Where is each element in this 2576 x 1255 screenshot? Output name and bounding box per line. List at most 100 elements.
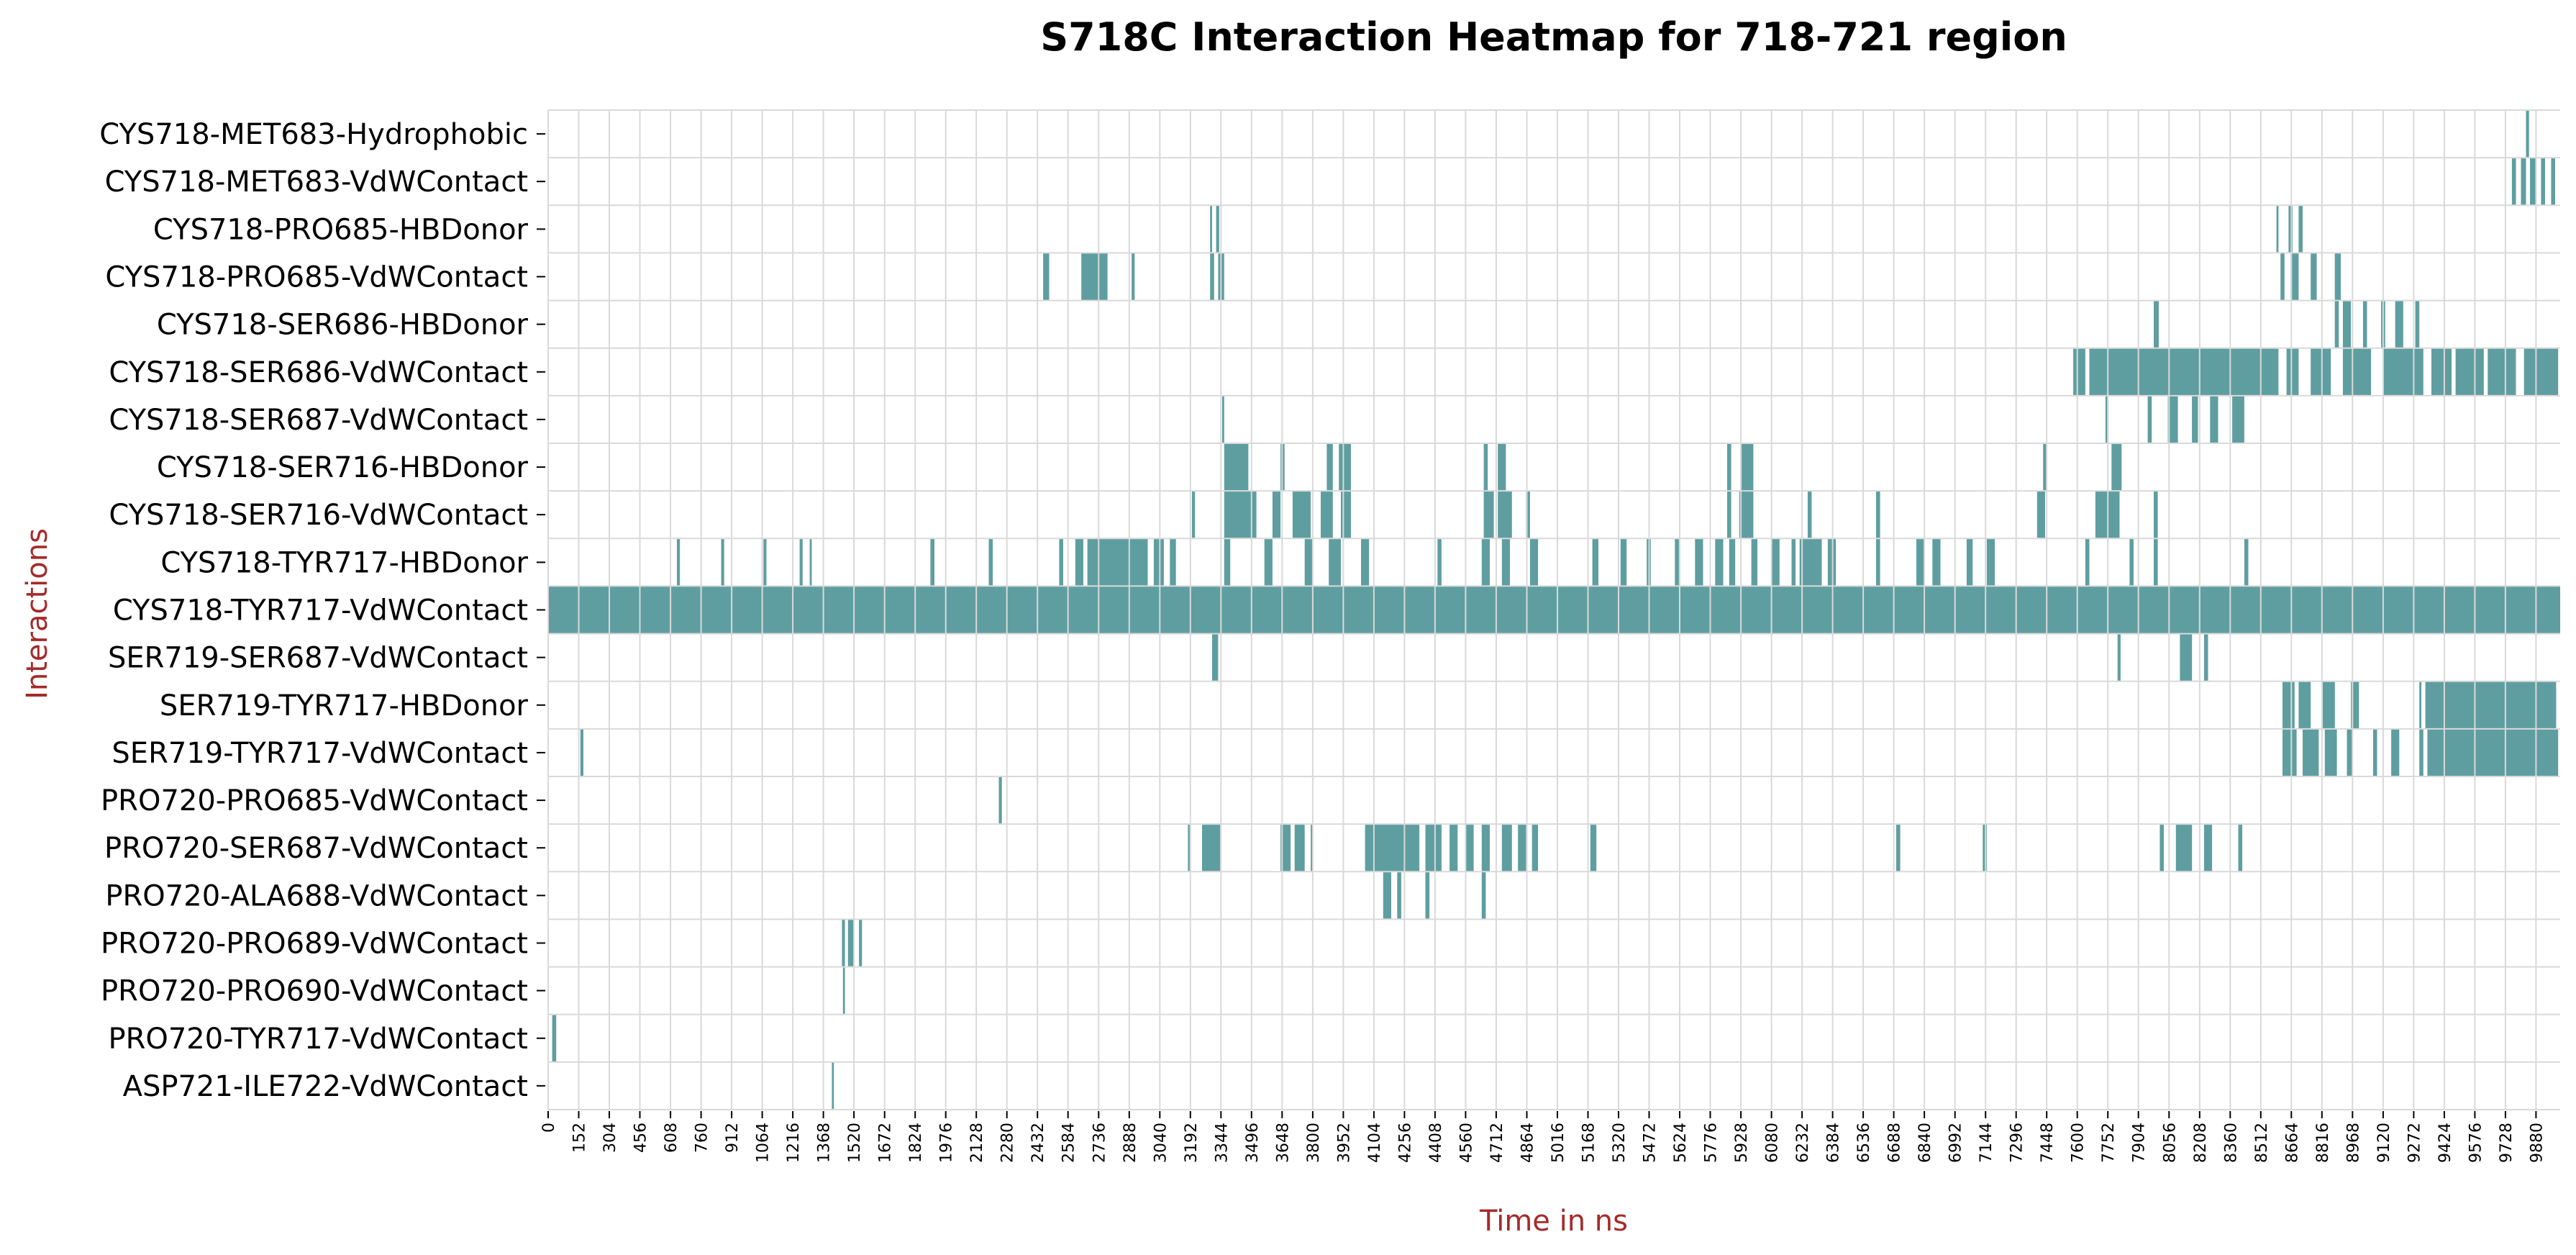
x-axis-label: Time in ns xyxy=(1479,1205,1628,1238)
heatmap-cell xyxy=(1807,491,1812,539)
heatmap-cell xyxy=(1695,538,1703,586)
x-tick-label: 4560 xyxy=(1457,1123,1475,1163)
heatmap-cell xyxy=(1501,538,1510,586)
heatmap-cell xyxy=(1216,205,1219,253)
heatmap-cell xyxy=(548,586,2560,634)
heatmap-cell xyxy=(2303,728,2319,776)
heatmap-cell xyxy=(1292,491,1311,539)
heatmap-cell xyxy=(1966,538,1973,586)
heatmap-cell xyxy=(1715,538,1724,586)
heatmap-cell xyxy=(1087,538,1148,586)
heatmap-cell xyxy=(1425,824,1442,872)
heatmap-cell xyxy=(1590,824,1597,872)
heatmap-cell xyxy=(1212,633,1219,681)
x-tick-label: 304 xyxy=(601,1123,619,1153)
chart-title: S718C Interaction Heatmap for 718-721 re… xyxy=(1040,14,2067,60)
heatmap-cell xyxy=(988,538,993,586)
heatmap-cell xyxy=(2427,728,2559,776)
x-tick-labels: 0 152 304 456 608 760 912 1064 1216 1368 1520 1672 1… xyxy=(540,1111,2546,1163)
heatmap-cell xyxy=(1986,538,1995,586)
heatmap-cell xyxy=(998,776,1002,825)
heatmap-cell xyxy=(1729,538,1736,586)
heatmap-cell xyxy=(2159,824,2164,872)
y-tick-labels: CYS718-MET683-Hydrophobic CYS718-MET683-V… xyxy=(99,118,545,1103)
heatmap-cell xyxy=(1043,253,1050,301)
heatmap-cell xyxy=(2382,348,2423,396)
heatmap-cell xyxy=(2391,728,2400,776)
heatmap-cell xyxy=(1727,491,1731,539)
heatmap-cell xyxy=(1202,824,1221,872)
x-tick-label: 4256 xyxy=(1396,1123,1414,1163)
heatmap-cell xyxy=(2511,158,2516,206)
heatmap-cell xyxy=(1170,538,1176,586)
x-tick-label: 7296 xyxy=(2008,1123,2026,1163)
x-tick-label: 7752 xyxy=(2100,1123,2118,1163)
heatmap-cell xyxy=(2288,205,2293,253)
heatmap-cell xyxy=(1532,824,1539,872)
heatmap-cell xyxy=(1280,824,1291,872)
heatmap-cell xyxy=(1799,538,1822,586)
heatmap-cell xyxy=(1932,538,1941,586)
x-tick-label: 1976 xyxy=(938,1123,956,1163)
heatmap-cell xyxy=(2298,681,2311,729)
heatmap-cell xyxy=(1498,491,1512,539)
heatmap-cell xyxy=(2244,538,2249,586)
row-label: CYS718-SER687-VdWContact xyxy=(109,404,528,437)
x-tick-label: 5016 xyxy=(1549,1123,1567,1163)
heatmap-cell xyxy=(2105,395,2109,443)
heatmap-cell xyxy=(2175,824,2193,872)
x-tick-label: 8056 xyxy=(2161,1123,2179,1163)
x-tick-label: 1520 xyxy=(846,1123,864,1163)
heatmap-cell xyxy=(1264,538,1273,586)
heatmap-cell xyxy=(1329,538,1341,586)
heatmap-cell xyxy=(677,538,681,586)
x-tick-label: 6992 xyxy=(1947,1123,1965,1163)
heatmap-cell xyxy=(2167,395,2178,443)
heatmap-cell xyxy=(2154,491,2158,539)
heatmap-cell xyxy=(2419,681,2421,729)
x-tick-label: 2736 xyxy=(1091,1123,1109,1163)
x-tick-label: 912 xyxy=(724,1123,742,1153)
heatmap-cell xyxy=(2147,395,2152,443)
heatmap-cell xyxy=(1771,538,1780,586)
row-label: CYS718-PRO685-VdWContact xyxy=(105,261,528,294)
x-tick-label: 2432 xyxy=(1029,1123,1047,1163)
row-label: CYS718-MET683-VdWContact xyxy=(105,166,528,199)
x-tick-label: 152 xyxy=(571,1123,589,1153)
heatmap-cell xyxy=(2203,633,2208,681)
heatmap-cell xyxy=(2415,300,2420,348)
x-tick-label: 0 xyxy=(540,1123,558,1133)
x-tick-label: 5776 xyxy=(1703,1123,1721,1163)
heatmap-cell xyxy=(2154,538,2158,586)
heatmap-cell xyxy=(1224,538,1231,586)
heatmap-cell xyxy=(809,538,812,586)
grid-lines xyxy=(547,109,2560,1110)
x-tick-label: 7600 xyxy=(2070,1123,2088,1163)
heatmap-cell xyxy=(1341,491,1351,539)
heatmap-cell xyxy=(552,1014,557,1062)
x-tick-label: 3648 xyxy=(1274,1123,1292,1163)
heatmap-cell xyxy=(1437,538,1442,586)
heatmap-cell xyxy=(847,919,855,967)
heatmap-cell xyxy=(2334,300,2339,348)
heatmap-cell xyxy=(1483,443,1488,491)
heatmap-cell xyxy=(930,538,934,586)
heatmap-cell xyxy=(1481,538,1490,586)
row-label: SER719-TYR717-HBDonor xyxy=(160,689,529,722)
x-tick-label: 3496 xyxy=(1244,1123,1262,1163)
x-tick-label: 5320 xyxy=(1611,1123,1629,1163)
heatmap-cell xyxy=(1075,538,1083,586)
x-tick-label: 7904 xyxy=(2131,1123,2149,1163)
x-tick-label: 608 xyxy=(663,1123,681,1153)
heatmap-cell xyxy=(1876,491,1880,539)
row-label: PRO720-SER687-VdWContact xyxy=(104,832,528,865)
heatmap-cell xyxy=(1192,491,1196,539)
x-tick-label: 7144 xyxy=(1977,1123,1995,1163)
heatmap-cell xyxy=(721,538,724,586)
x-tick-label: 8208 xyxy=(2192,1123,2210,1163)
x-tick-label: 1216 xyxy=(785,1123,803,1163)
row-label: CYS718-PRO685-HBDonor xyxy=(153,213,529,246)
heatmap-cell xyxy=(1483,491,1494,539)
heatmap-cell xyxy=(1132,253,1135,301)
